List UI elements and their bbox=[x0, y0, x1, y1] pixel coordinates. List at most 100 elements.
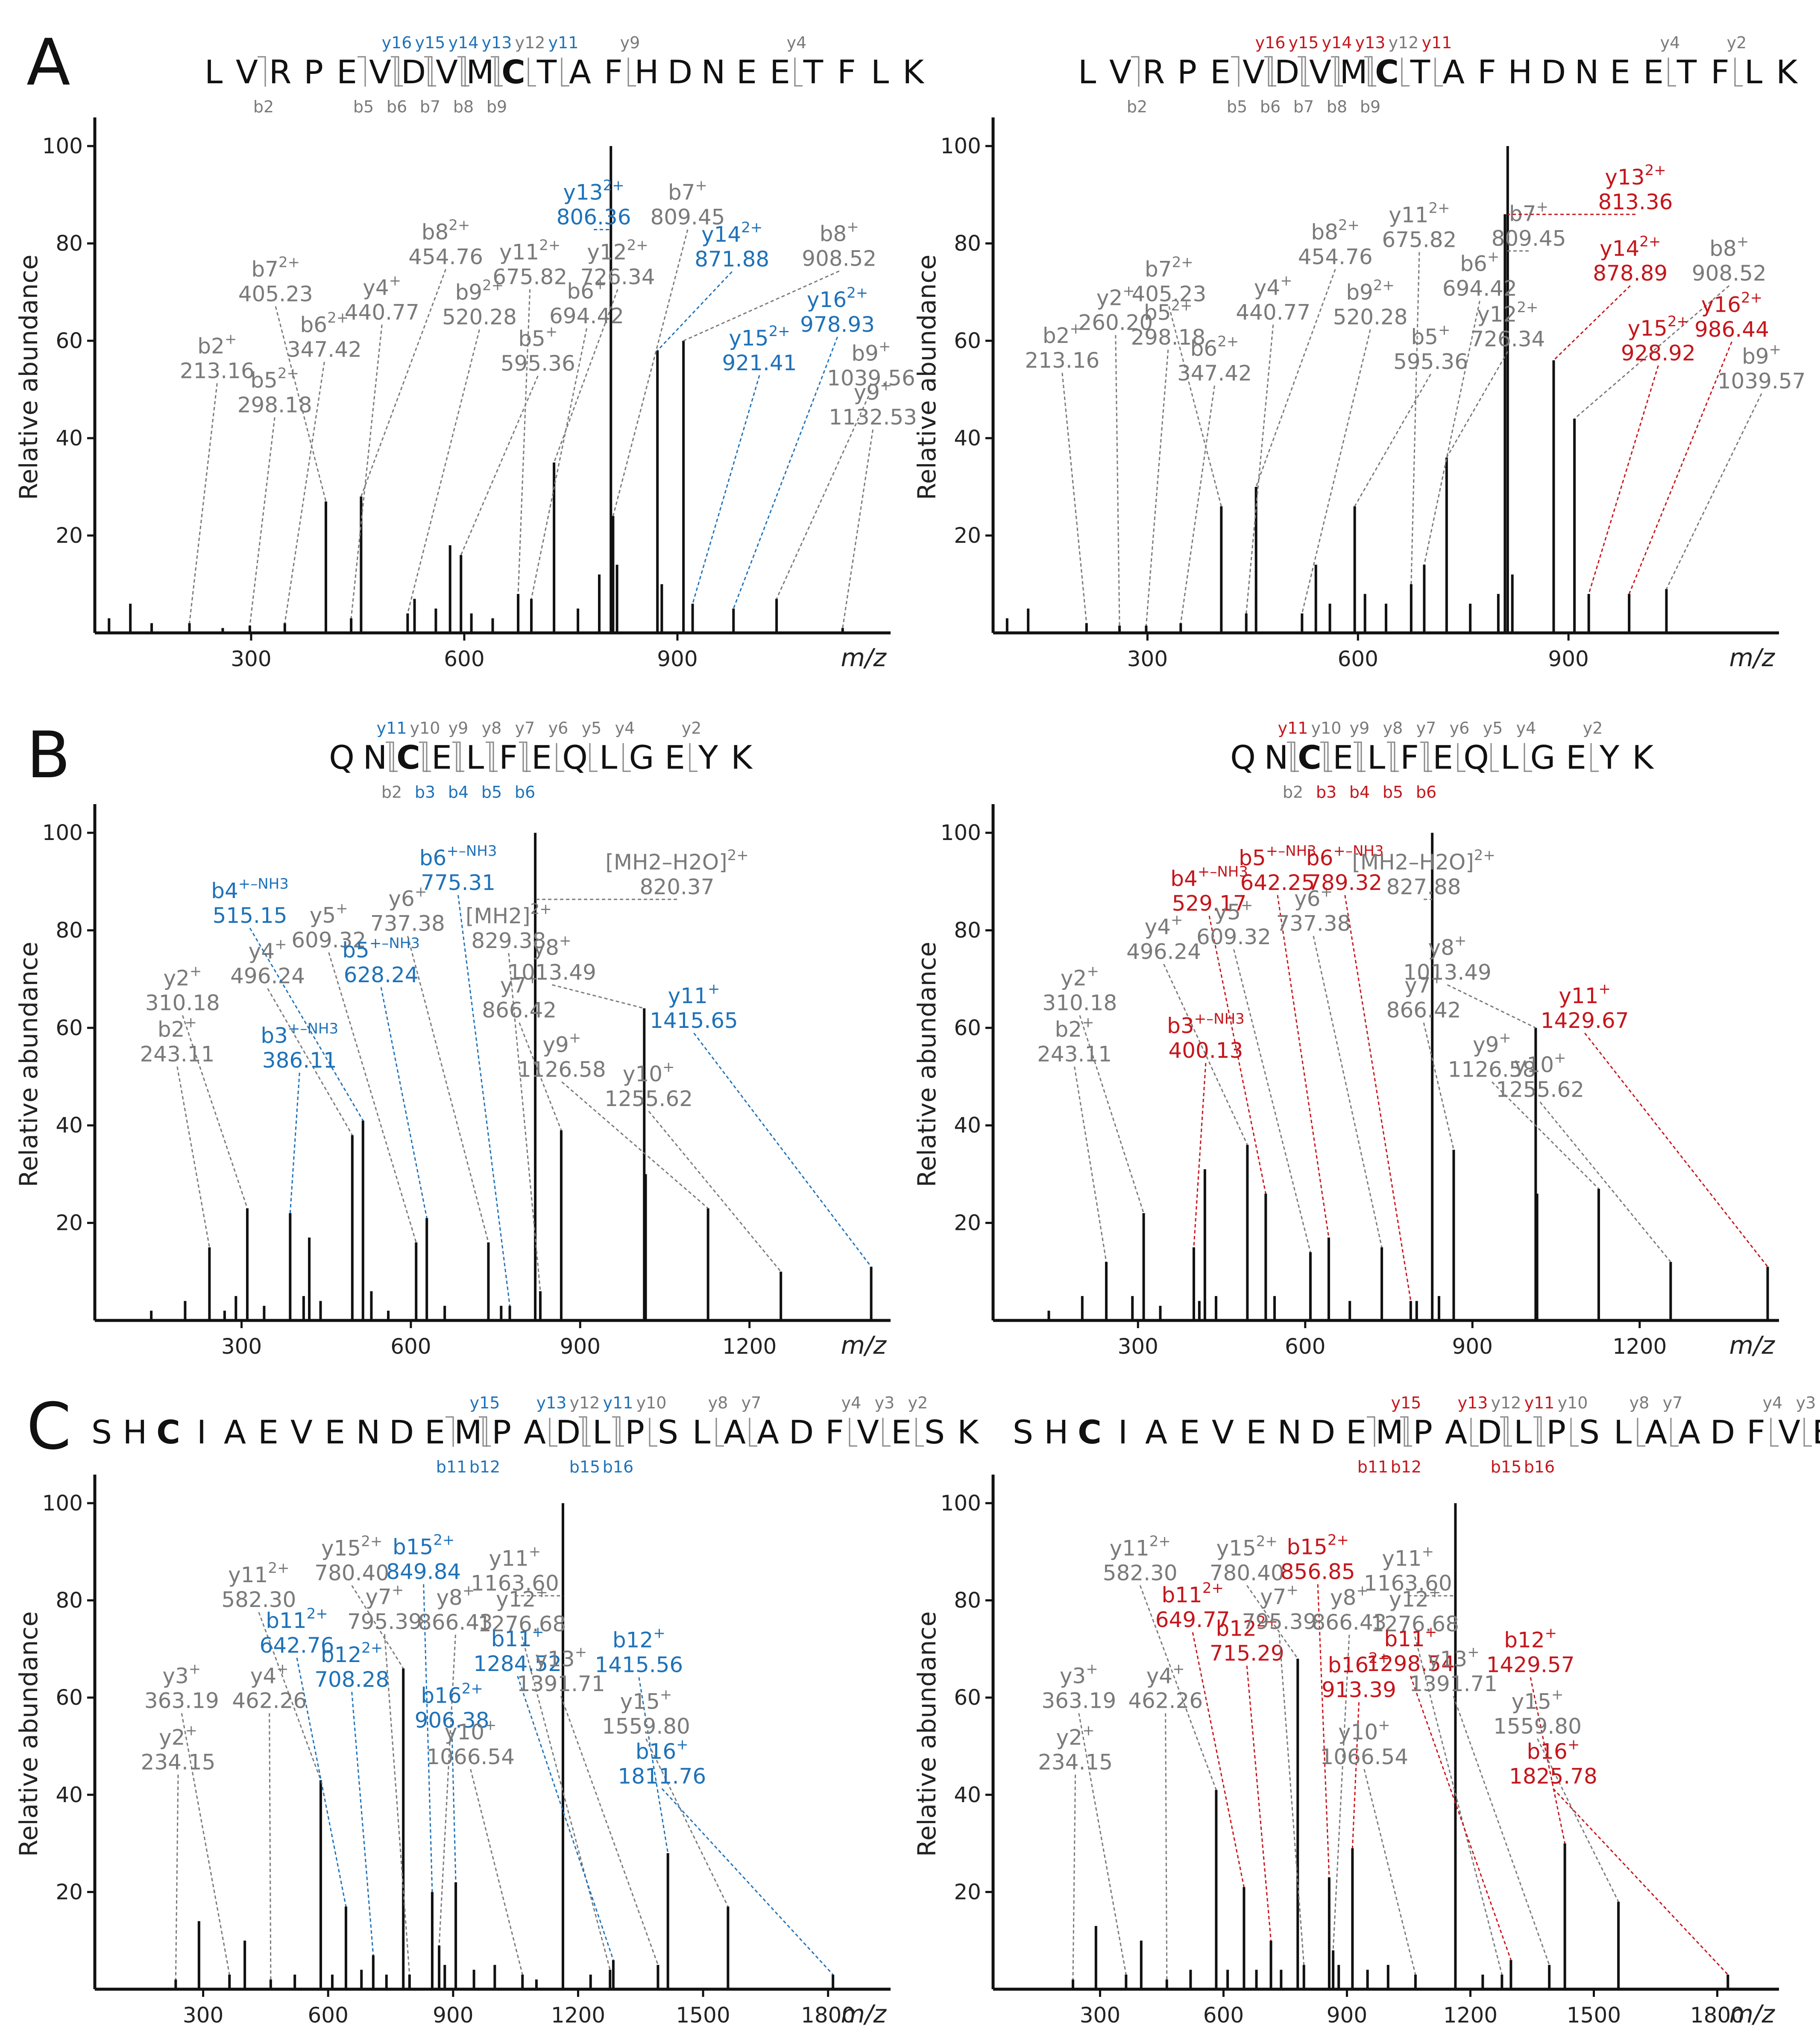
peak-label: y4+496.24 bbox=[1126, 911, 1248, 1145]
residue: S bbox=[1013, 1413, 1033, 1451]
ion-charge: + bbox=[1070, 320, 1082, 337]
residue: V bbox=[1778, 1413, 1800, 1451]
ion-name: y122+ bbox=[587, 237, 648, 265]
ion-name: b2+ bbox=[1043, 320, 1082, 348]
y-tick-label: 40 bbox=[954, 426, 981, 451]
ion-mz: 260.20 bbox=[1078, 310, 1153, 335]
ion-mz: 243.11 bbox=[140, 1042, 214, 1067]
ion-name: y2+ bbox=[1061, 963, 1099, 991]
y-tick-label: 40 bbox=[56, 1783, 83, 1807]
residue: D bbox=[668, 53, 693, 91]
ion-charge: + bbox=[1378, 1717, 1390, 1734]
y-ion-bracket bbox=[1390, 743, 1399, 772]
ion-name: b52+ bbox=[250, 365, 299, 392]
ion-name: y8+ bbox=[1428, 932, 1467, 960]
ion-charge: + bbox=[1438, 322, 1451, 339]
ion-charge: 2+ bbox=[433, 1532, 454, 1549]
ion-mz: 726.34 bbox=[1470, 327, 1545, 351]
y-axis-title: Relative abundance bbox=[912, 942, 941, 1187]
ion-name: y11+ bbox=[668, 981, 720, 1008]
y-ion-bracket bbox=[561, 58, 569, 87]
residue: E bbox=[770, 53, 790, 91]
y-ion-bracket bbox=[649, 1418, 657, 1447]
residue: P bbox=[492, 1413, 511, 1451]
y-tick-label: 20 bbox=[954, 1211, 981, 1235]
residue: P bbox=[1413, 1413, 1433, 1451]
peak-label: y112+582.30 bbox=[221, 1560, 322, 1781]
panel-letter-c: C bbox=[26, 1390, 71, 1464]
ion-mz: 234.15 bbox=[1038, 1750, 1113, 1775]
b-ion-marker: b7 bbox=[1293, 97, 1314, 116]
y-tick-label: 80 bbox=[56, 1588, 83, 1613]
ion-mz: 1825.78 bbox=[1509, 1764, 1597, 1788]
ion-mz: 795.39 bbox=[1242, 1610, 1317, 1634]
leader-line bbox=[1301, 329, 1371, 614]
y-tick-label: 80 bbox=[954, 918, 981, 942]
x-tick-label: 600 bbox=[1203, 2003, 1244, 2028]
ion-charge: +–NH3 bbox=[1266, 843, 1316, 860]
peak-label: b62+347.42 bbox=[284, 309, 362, 623]
y-ion-bracket bbox=[715, 1418, 724, 1447]
leader-line bbox=[451, 1733, 457, 1882]
b-ion-marker: b3 bbox=[1316, 783, 1336, 802]
y-ion-marker: y8 bbox=[1383, 719, 1403, 738]
b-ion-bracket bbox=[612, 1416, 621, 1447]
leader-line bbox=[1332, 1634, 1350, 1951]
ion-charge: + bbox=[662, 1059, 675, 1076]
ion-mz: 310.18 bbox=[1042, 991, 1117, 1016]
ion-charge: + bbox=[415, 884, 427, 901]
residue: N bbox=[363, 738, 387, 776]
y-ion-bracket bbox=[1770, 1418, 1779, 1447]
y-ion-bracket bbox=[849, 1418, 857, 1447]
ion-name: b7+ bbox=[1509, 199, 1548, 226]
ion-charge: 2+ bbox=[530, 901, 552, 918]
ion-mz: 642.25 bbox=[1240, 870, 1315, 895]
x-tick-label: 1800 bbox=[801, 2003, 855, 2028]
ion-charge: +–NH3 bbox=[1333, 843, 1383, 860]
ion-mz: 243.11 bbox=[1037, 1042, 1112, 1067]
b-ion-bracket bbox=[1320, 741, 1329, 772]
ion-mz: 520.28 bbox=[442, 305, 517, 330]
panel-letter-b: B bbox=[26, 718, 70, 793]
ion-mz: 908.52 bbox=[1692, 261, 1767, 286]
leader-line bbox=[508, 953, 541, 1291]
residue: A bbox=[1442, 53, 1465, 91]
residue: V bbox=[1309, 53, 1331, 91]
y-ion-bracket bbox=[1490, 743, 1499, 772]
peak-label: b62+347.42 bbox=[1177, 333, 1252, 623]
b-ion-marker: b5 bbox=[353, 97, 374, 116]
ion-charge: + bbox=[1568, 1736, 1580, 1753]
leader-line bbox=[1072, 1774, 1076, 1980]
residue: K bbox=[731, 738, 753, 776]
b-ion-bracket bbox=[445, 1416, 454, 1447]
residue: E bbox=[1346, 1413, 1366, 1451]
residue: H bbox=[1508, 53, 1532, 91]
ion-charge: 2+ bbox=[727, 847, 749, 864]
y-ion-bracket bbox=[556, 743, 564, 772]
leader-line bbox=[350, 325, 383, 618]
ion-name: b5+–NH3 bbox=[1239, 843, 1316, 870]
ion-mz: 454.76 bbox=[1298, 244, 1373, 269]
residue: M bbox=[1339, 53, 1368, 91]
ion-name: b7+ bbox=[668, 177, 707, 205]
ion-charge: + bbox=[569, 1029, 581, 1046]
leader-line bbox=[645, 1738, 729, 1907]
peak-label: y3+363.19 bbox=[144, 1661, 230, 1975]
y-ion-bracket bbox=[1537, 1418, 1545, 1447]
ion-name: y2+ bbox=[159, 1722, 197, 1750]
b-ion-marker: b8 bbox=[1327, 97, 1347, 116]
leader-line bbox=[517, 1676, 614, 1961]
peak-label: y2+234.15 bbox=[141, 1722, 215, 1980]
ion-name: b16+ bbox=[1527, 1736, 1580, 1764]
y-tick-label: 60 bbox=[954, 1016, 981, 1040]
ion-charge: + bbox=[1086, 1661, 1098, 1678]
x-tick-label: 1500 bbox=[1567, 2003, 1621, 2028]
peak-label: b52+298.18 bbox=[237, 365, 312, 626]
ion-charge: + bbox=[1599, 981, 1611, 998]
ion-charge: + bbox=[1320, 884, 1333, 901]
b-ion-marker: b16 bbox=[1524, 1458, 1555, 1476]
residue: E bbox=[1566, 738, 1586, 776]
y-ion-marker: y10 bbox=[636, 1393, 667, 1412]
ion-charge: 2+ bbox=[741, 219, 762, 236]
